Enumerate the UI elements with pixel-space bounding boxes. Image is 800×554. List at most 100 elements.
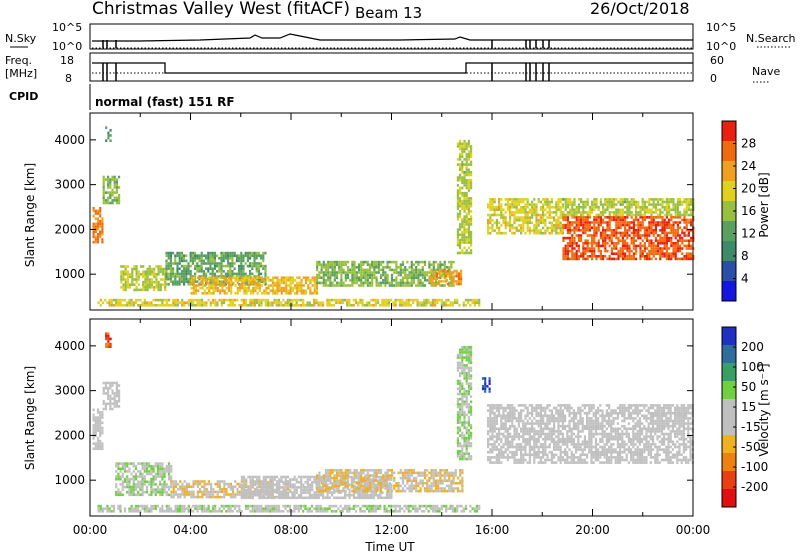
power-cell	[194, 298, 197, 302]
power-cell	[298, 289, 301, 292]
velocity-cell	[360, 474, 363, 477]
power-cell	[635, 244, 638, 248]
power-cell	[646, 252, 649, 255]
power-cell	[208, 286, 211, 290]
power-cell	[555, 211, 558, 214]
power-cell	[338, 281, 341, 285]
power-cell	[197, 276, 200, 279]
power-cell	[685, 234, 688, 237]
power-cell	[573, 213, 576, 217]
velocity-cell	[267, 475, 270, 479]
velocity-cell	[210, 493, 213, 496]
power-cell	[137, 270, 140, 273]
power-cell	[126, 304, 129, 307]
velocity-cell	[163, 480, 166, 484]
power-cell	[593, 255, 596, 258]
power-cell	[654, 239, 657, 242]
power-cell	[381, 301, 384, 304]
power-cell	[355, 271, 358, 274]
power-cell	[198, 264, 201, 268]
power-cell	[515, 203, 518, 206]
power-cell	[320, 266, 323, 269]
power-cell	[460, 277, 463, 281]
power-cell	[327, 276, 330, 279]
velocity-cell	[245, 483, 248, 487]
velocity-cell	[282, 491, 285, 494]
velocity-cell	[96, 408, 100, 412]
power-cell	[196, 304, 199, 307]
power-cell	[559, 200, 562, 204]
power-cell	[528, 231, 531, 235]
power-cell	[410, 276, 413, 279]
power-cell	[333, 268, 336, 272]
velocity-cell	[382, 476, 385, 480]
power-cell	[101, 238, 104, 241]
velocity-cell	[156, 488, 160, 491]
power-cell	[537, 218, 540, 222]
power-cell	[212, 284, 215, 287]
power-cell	[342, 271, 345, 274]
velocity-cell	[328, 488, 331, 492]
power-cell	[159, 278, 162, 281]
power-cell	[368, 301, 371, 304]
velocity-cell	[289, 485, 292, 488]
power-cell	[451, 304, 454, 307]
velocity-cell	[111, 397, 114, 400]
velocity-cell	[280, 496, 283, 500]
velocity-cell	[119, 490, 122, 494]
velocity-cell	[286, 491, 290, 494]
power-cell	[674, 242, 677, 245]
power-cell	[687, 203, 690, 206]
power-cell	[670, 244, 673, 248]
power-cell	[153, 270, 156, 273]
velocity-cell	[115, 493, 118, 497]
power-cell	[493, 198, 496, 201]
power-cell	[670, 198, 673, 201]
power-cell	[641, 234, 644, 237]
power-cell	[524, 213, 527, 217]
power-cell	[681, 231, 684, 235]
power-cell	[440, 298, 443, 302]
power-cell	[522, 216, 525, 219]
velocity-cell	[207, 495, 210, 499]
power-cell	[360, 271, 363, 274]
nave-label: Nave	[752, 65, 780, 78]
power-cell	[687, 252, 690, 255]
power-cell	[487, 205, 490, 209]
velocity-cell	[388, 493, 391, 497]
power-cell	[185, 272, 188, 276]
power-cell	[465, 165, 468, 169]
power-cell	[252, 292, 255, 295]
power-cell	[448, 266, 451, 269]
power-cell	[214, 286, 217, 290]
power-cell	[604, 211, 607, 214]
power-cell	[249, 304, 252, 307]
velocity-cell	[386, 476, 389, 480]
power-cell	[340, 266, 343, 269]
velocity-cell	[359, 491, 362, 494]
power-cell	[621, 257, 624, 261]
power-cell	[582, 211, 585, 214]
power-cell	[251, 264, 254, 268]
power-cell	[621, 255, 624, 258]
power-cell	[320, 263, 323, 266]
power-cell	[167, 267, 170, 270]
power-cell	[135, 270, 138, 273]
power-cell	[564, 203, 567, 206]
power-cell	[577, 236, 580, 240]
power-cell	[526, 205, 529, 209]
velocity-cell	[342, 482, 345, 485]
power-cell	[148, 280, 151, 284]
power-cell	[467, 168, 470, 172]
power-cell	[187, 262, 190, 265]
power-cell	[187, 301, 190, 304]
power-cell	[470, 204, 473, 208]
power-cell	[342, 284, 345, 287]
power-cell	[661, 198, 664, 201]
velocity-cell	[99, 434, 102, 438]
power-cell	[461, 249, 464, 252]
power-cell	[99, 230, 102, 233]
power-cell	[423, 276, 427, 279]
velocity-cell	[99, 447, 102, 451]
power-cell	[672, 205, 675, 209]
